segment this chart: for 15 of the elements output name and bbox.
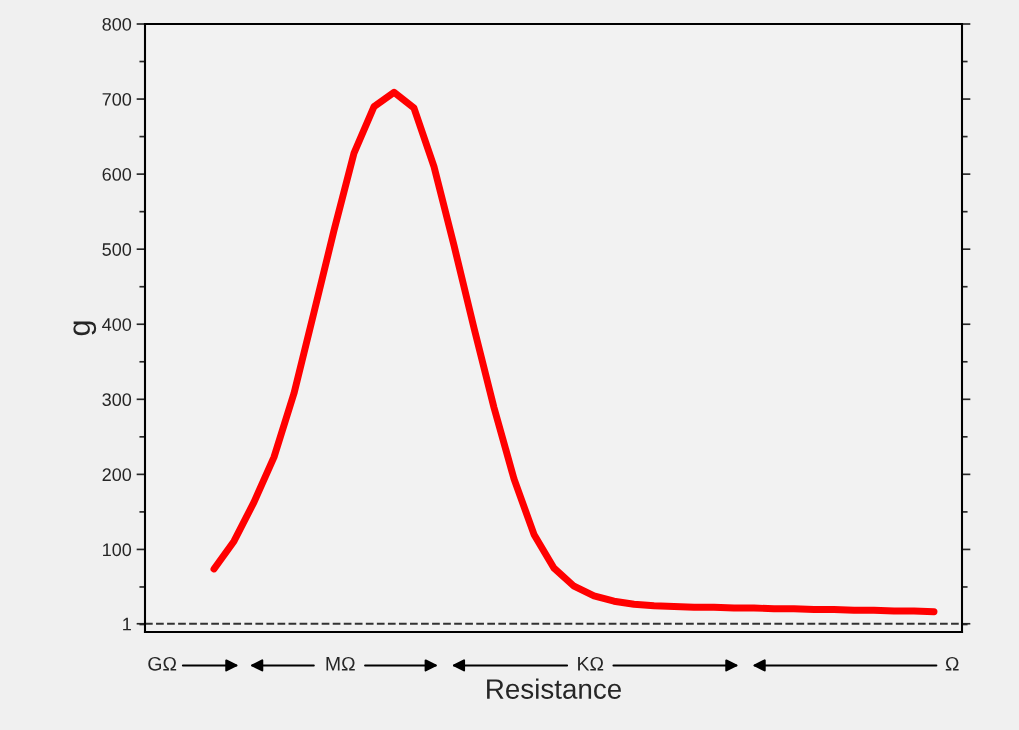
y-tick-label: 300: [102, 393, 132, 407]
text: KΩ: [578, 656, 604, 671]
y-tick-label: 800: [102, 17, 132, 31]
y-tick-label: 200: [102, 468, 132, 482]
y-axis-title: g: [73, 321, 97, 336]
y-tick-label: 500: [102, 243, 132, 256]
text: Ω: [945, 656, 959, 671]
y-tick-label: 700: [102, 93, 132, 106]
y-tick-label: 400: [102, 318, 132, 331]
y-tick-label: 1: [123, 617, 131, 631]
text: MΩ: [326, 656, 355, 671]
y-tick-label: 600: [102, 168, 132, 181]
text: GΩ: [148, 656, 177, 671]
x-axis-title: Resistance: [487, 678, 621, 699]
y-tick-label: 100: [103, 543, 132, 557]
